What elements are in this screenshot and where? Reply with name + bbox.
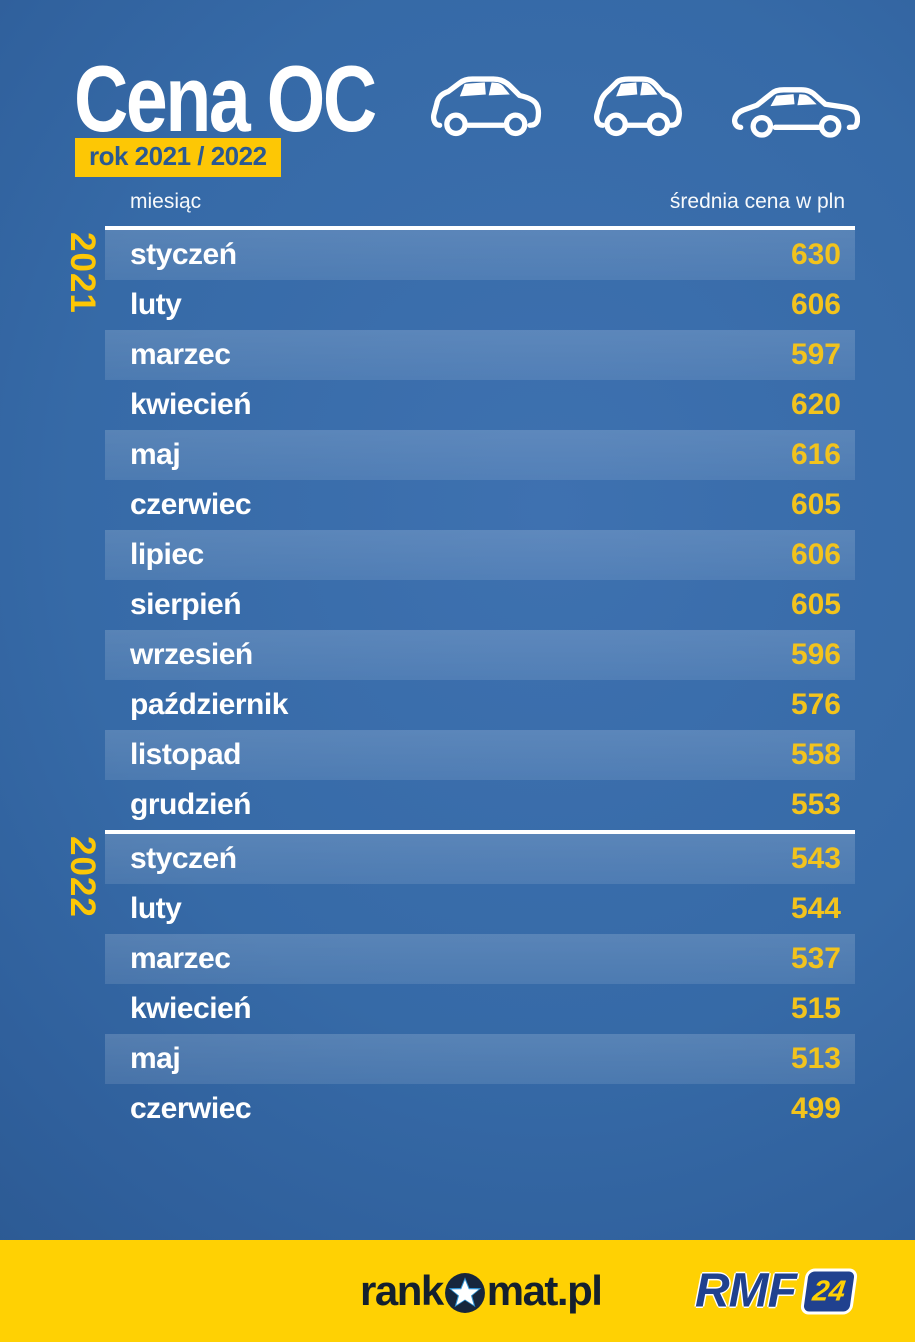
city-car-icon — [593, 76, 682, 137]
month-cell: marzec — [130, 942, 231, 975]
table-row: styczeń 630 — [105, 230, 855, 280]
month-cell: luty — [130, 288, 182, 321]
year-label-2021: 2021 — [63, 232, 102, 314]
price-cell: 576 — [790, 688, 841, 721]
table-row: kwiecień 515 — [105, 984, 855, 1034]
price-cell: 606 — [790, 288, 841, 321]
price-cell: 544 — [790, 892, 841, 925]
table-row: kwiecień 620 — [105, 380, 855, 430]
table-row: grudzień 553 — [105, 780, 855, 830]
price-cell: 606 — [790, 538, 841, 571]
table-row: czerwiec 605 — [105, 480, 855, 530]
month-cell: styczeń — [130, 842, 237, 875]
table-row: wrzesień 596 — [105, 630, 855, 680]
table-header-month: miesiąc — [130, 190, 202, 213]
section-divider — [105, 226, 855, 230]
table-row: czerwiec 499 — [105, 1084, 855, 1134]
price-cell: 620 — [790, 388, 841, 421]
table-row: listopad 558 — [105, 730, 855, 780]
car-icons-row — [430, 72, 860, 138]
table-row: marzec 537 — [105, 934, 855, 984]
star-in-circle-icon — [444, 1273, 485, 1313]
month-cell: styczeń — [130, 238, 237, 271]
month-cell: maj — [130, 1042, 181, 1075]
month-cell: maj — [130, 438, 181, 471]
price-table: miesiąc średnia cena w pln styczeń 630 lut… — [105, 190, 855, 1134]
table-row: październik 576 — [105, 680, 855, 730]
year-label-2022: 2022 — [63, 836, 102, 918]
table-row: luty 544 — [105, 884, 855, 934]
table-row: styczeń 543 — [105, 834, 855, 884]
footer-bar: rank mat.pl RMF 24 — [0, 1240, 915, 1342]
price-cell: 515 — [790, 992, 841, 1025]
rmf-24-badge: 24 — [799, 1268, 859, 1314]
price-cell: 543 — [790, 842, 841, 875]
table-header: miesiąc średnia cena w pln — [105, 190, 855, 226]
price-cell: 537 — [790, 942, 841, 975]
sedan-car-icon — [732, 87, 860, 138]
month-cell: wrzesień — [130, 638, 253, 671]
price-cell: 553 — [790, 788, 841, 821]
table-body: styczeń 630 luty 606 marzec 597 kwiecień 620 maj… — [105, 226, 855, 1134]
table-row: marzec 597 — [105, 330, 855, 380]
table-row: sierpień 605 — [105, 580, 855, 630]
hatchback-car-icon — [430, 76, 542, 137]
price-cell: 605 — [790, 588, 841, 621]
month-cell: kwiecień — [130, 388, 252, 421]
month-cell: październik — [130, 688, 288, 721]
price-cell: 616 — [790, 438, 841, 471]
price-cell: 597 — [790, 338, 841, 371]
rmf-logo-text: RMF — [695, 1264, 797, 1318]
price-cell: 605 — [790, 488, 841, 521]
month-cell: sierpień — [130, 588, 242, 621]
page-title: Cena OC — [74, 46, 377, 151]
month-cell: lipiec — [130, 538, 204, 571]
month-cell: marzec — [130, 338, 231, 371]
month-cell: luty — [130, 892, 182, 925]
month-cell: grudzień — [130, 788, 252, 821]
price-cell: 596 — [790, 638, 841, 671]
rmf24-logo: RMF 24 — [695, 1264, 859, 1319]
table-row: lipiec 606 — [105, 530, 855, 580]
year-badge: rok 2021 / 2022 — [75, 138, 281, 177]
month-cell: czerwiec — [130, 488, 252, 521]
month-cell: listopad — [130, 738, 242, 771]
price-cell: 513 — [790, 1042, 841, 1075]
price-cell: 558 — [790, 738, 841, 771]
table-row: maj 513 — [105, 1034, 855, 1084]
price-cell: 630 — [790, 238, 841, 271]
price-cell: 499 — [790, 1092, 841, 1125]
table-row: luty 606 — [105, 280, 855, 330]
rankomat-logo: rank mat.pl — [360, 1267, 603, 1315]
table-row: maj 616 — [105, 430, 855, 480]
month-cell: kwiecień — [130, 992, 252, 1025]
rankomat-logo-suffix: mat.pl — [486, 1267, 603, 1314]
month-cell: czerwiec — [130, 1092, 252, 1125]
rankomat-logo-prefix: rank — [360, 1267, 444, 1314]
section-divider — [105, 830, 855, 834]
table-header-price: średnia cena w pln — [669, 190, 845, 213]
